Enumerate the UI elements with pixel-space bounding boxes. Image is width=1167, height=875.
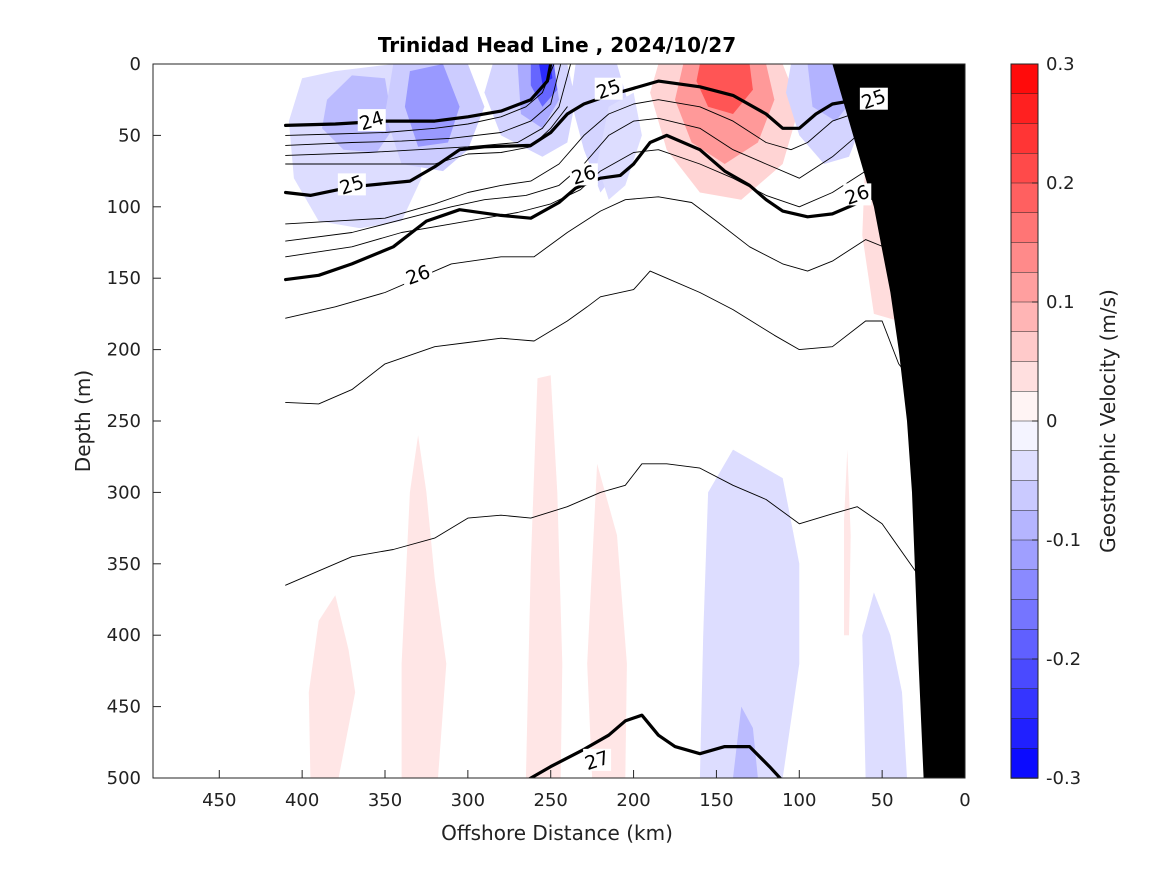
- isopycnal-26-6-11: [285, 270, 946, 405]
- colorbar-cell-15: [1010, 510, 1039, 541]
- colorbar-label: Geostrophic Velocity (m/s): [1096, 289, 1120, 553]
- velocity-patch-22: [587, 463, 627, 778]
- isopycnal-24-5-2: [285, 64, 562, 146]
- chart-title: Trinidad Head Line , 2024/10/27: [378, 33, 736, 57]
- isopycnal-26-3-10: [285, 196, 949, 319]
- colorbar-tick-label-2: 0.1: [1046, 292, 1075, 313]
- bathymetry-shelf: [832, 64, 965, 778]
- colorbar-cell-5: [1010, 212, 1039, 244]
- colorbar-cell-17: [1010, 569, 1039, 601]
- colorbar-cell-2: [1010, 123, 1039, 154]
- velocity-patch-20: [401, 435, 447, 778]
- velocity-patch-3: [404, 64, 460, 147]
- x-tick-label-7: 100: [782, 790, 816, 811]
- colorbar: 0.3 0.2 0.1 0 -0.1 -0.2 -0.3 Geostrophic Veloc…: [1010, 54, 1120, 789]
- x-tick-label-6: 150: [699, 790, 733, 811]
- colorbar-cell-20: [1010, 658, 1039, 690]
- y-tick-label-8: 400: [107, 625, 141, 646]
- velocity-patch-21: [525, 375, 563, 778]
- colorbar-tick-label-6: -0.3: [1046, 768, 1081, 789]
- x-tick-label-4: 250: [534, 790, 568, 811]
- bathymetry: [832, 64, 965, 778]
- isopycnal-24-5-1: [285, 64, 555, 136]
- colorbar-cell-16: [1010, 539, 1039, 571]
- colorbar-tick-label-5: -0.2: [1046, 649, 1081, 670]
- colorbar-cell-21: [1010, 688, 1039, 720]
- y-tick-label-2: 100: [107, 197, 141, 218]
- colorbar-cell-7: [1010, 272, 1039, 303]
- colorbar-tick-label-1: 0.2: [1046, 173, 1075, 194]
- x-tick-label-8: 50: [871, 790, 894, 811]
- isopycnal-24-0: [284, 64, 553, 127]
- y-tick-label-0: 0: [130, 54, 141, 75]
- velocity-patch-25: [844, 449, 851, 636]
- colorbar-cells: [1010, 63, 1039, 779]
- y-tick-label-4: 200: [107, 340, 141, 361]
- velocity-field: [288, 64, 941, 778]
- velocity-patch-23: [699, 449, 800, 778]
- colorbar-cell-14: [1010, 480, 1039, 511]
- y-tick-label-1: 50: [118, 125, 141, 146]
- x-tick-label-1: 400: [285, 790, 319, 811]
- isopycnal-24-5-4: [285, 106, 568, 165]
- colorbar-cell-3: [1010, 153, 1039, 184]
- colorbar-cell-22: [1010, 718, 1039, 749]
- y-axis-label: Depth (m): [71, 370, 95, 472]
- y-axis: 0 50 100 150 200 250 300 350 400 450 500: [107, 54, 161, 789]
- colorbar-ticks: 0.3 0.2 0.1 0 -0.1 -0.2 -0.3: [1032, 54, 1081, 789]
- x-tick-label-9: 0: [959, 790, 970, 811]
- y-tick-label-7: 350: [107, 554, 141, 575]
- velocity-patch-19: [308, 595, 356, 778]
- colorbar-cell-4: [1010, 182, 1039, 214]
- colorbar-cell-18: [1010, 599, 1039, 630]
- x-axis: 450 400 350 300 250 200 150 100 50 0: [202, 770, 971, 811]
- colorbar-cell-0: [1010, 63, 1039, 95]
- colorbar-tick-label-0: 0.3: [1046, 54, 1075, 75]
- contour-extra-label-bg-2: [404, 263, 433, 286]
- contour-label-bg-1: [337, 173, 366, 196]
- y-tick-label-3: 150: [107, 268, 141, 289]
- colorbar-cell-11: [1010, 391, 1039, 422]
- y-tick-label-10: 500: [107, 768, 141, 789]
- velocity-patch-9: [597, 92, 642, 200]
- colorbar-cell-8: [1010, 301, 1039, 333]
- colorbar-tick-label-4: -0.1: [1046, 530, 1081, 551]
- velocity-patch-24: [733, 706, 758, 778]
- colorbar-cell-19: [1010, 629, 1039, 660]
- x-tick-label-3: 300: [451, 790, 485, 811]
- colorbar-cell-12: [1010, 420, 1039, 452]
- colorbar-cell-13: [1010, 450, 1039, 482]
- contour-label-bg-3: [583, 748, 612, 771]
- y-tick-label-6: 300: [107, 482, 141, 503]
- velocity-patch-12: [696, 64, 753, 114]
- isopycnal-26-9-12: [285, 463, 946, 596]
- velocity-patch-26: [862, 592, 907, 778]
- x-tick-label-5: 200: [616, 790, 650, 811]
- isopycnal-contours: [284, 64, 950, 778]
- contour-label-bg-0: [357, 109, 386, 132]
- x-tick-label-2: 350: [368, 790, 402, 811]
- y-tick-label-5: 250: [107, 411, 141, 432]
- contour-extra-label-bg-0: [594, 77, 623, 100]
- contour-extra-label-bg-1: [859, 87, 888, 110]
- colorbar-tick-label-3: 0: [1046, 411, 1057, 432]
- colorbar-cell-6: [1010, 242, 1039, 273]
- isopycnal-24-5-3: [285, 64, 572, 156]
- colorbar-cell-1: [1010, 93, 1039, 125]
- contour-extra-label-bg-3: [843, 183, 872, 206]
- y-tick-label-9: 450: [107, 697, 141, 718]
- x-axis-label: Offshore Distance (km): [441, 821, 673, 845]
- contour-label-bg-2: [569, 163, 598, 186]
- colorbar-cell-23: [1010, 748, 1039, 779]
- colorbar-cell-10: [1010, 361, 1039, 392]
- colorbar-cell-9: [1010, 331, 1039, 363]
- x-tick-label-0: 450: [202, 790, 236, 811]
